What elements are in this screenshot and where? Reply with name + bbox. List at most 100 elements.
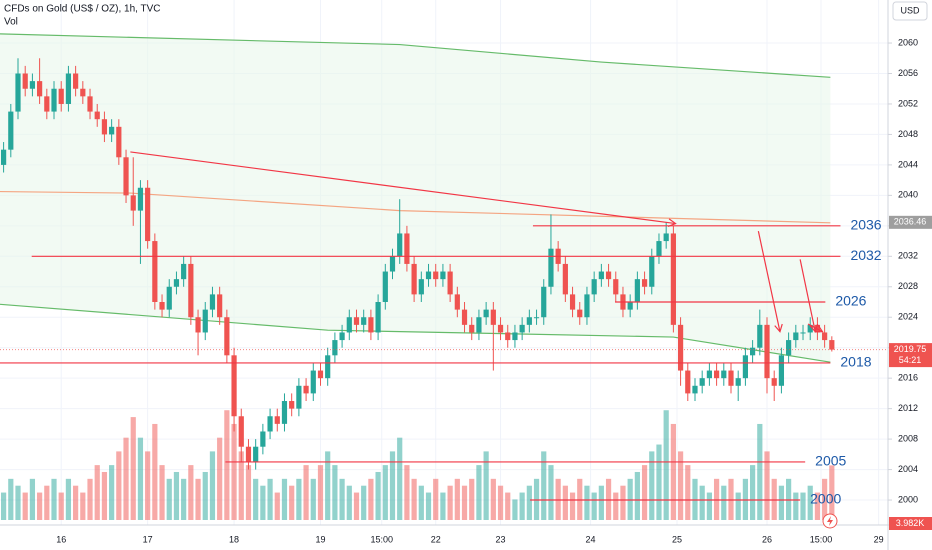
volume-bar	[260, 485, 266, 520]
volume-bar	[51, 478, 57, 520]
volume-bar	[130, 417, 136, 520]
candle-body	[382, 271, 388, 303]
candle-body	[497, 324, 504, 333]
candle-body	[706, 370, 712, 379]
level-label: 2005	[815, 453, 846, 469]
volume-bar	[512, 499, 518, 520]
volume-bar	[217, 437, 223, 520]
candle-body	[577, 309, 583, 318]
level-label: 2026	[835, 293, 866, 309]
volume-bar	[289, 485, 295, 520]
volume-bar	[418, 485, 424, 520]
candle-body	[742, 355, 749, 379]
volume-bar	[137, 437, 144, 520]
price-axis	[888, 0, 932, 550]
candle-body	[109, 126, 115, 135]
candle-body	[721, 370, 727, 379]
band-fill	[0, 33, 831, 363]
volume-bar	[562, 485, 568, 520]
candle-body	[541, 286, 547, 318]
overlay-line	[0, 33, 831, 78]
candle-body	[569, 294, 576, 310]
candle-body	[440, 271, 446, 280]
volume-bar	[101, 471, 108, 520]
candle-body	[339, 332, 345, 341]
volume-bar	[800, 492, 806, 520]
candle-body	[101, 119, 108, 135]
volume-bar	[577, 478, 583, 520]
candle-body	[325, 355, 331, 379]
volume-bar	[822, 478, 828, 520]
candle-body	[137, 187, 144, 211]
candle-body	[822, 332, 828, 341]
x-tick-label: 25	[672, 534, 682, 544]
volume-bar	[526, 485, 532, 520]
volume-bar	[440, 492, 446, 520]
candle-body	[281, 401, 288, 424]
volume-bar	[778, 485, 785, 520]
candle-body	[94, 111, 100, 120]
candle-body	[613, 279, 619, 295]
volume-tag	[889, 517, 932, 530]
candle-body	[80, 88, 86, 97]
volume-bar	[361, 485, 367, 520]
candle-body	[786, 340, 792, 356]
volume-bar	[569, 492, 576, 520]
volume-bar	[706, 492, 712, 520]
volume-bar	[454, 478, 460, 520]
volume-bar	[692, 478, 698, 520]
currency-button[interactable]	[892, 1, 928, 21]
volume-bar	[353, 492, 360, 520]
volume-bar	[73, 485, 79, 520]
volume-bar	[231, 423, 237, 520]
candle-body	[159, 302, 165, 310]
level-label: 2000	[810, 491, 841, 507]
x-tick-label: 19	[315, 534, 325, 544]
arrow-head	[667, 218, 677, 227]
candle-body	[217, 294, 223, 318]
candle-body	[181, 263, 187, 280]
volume-bar	[346, 485, 352, 520]
candle-body	[728, 370, 734, 386]
volume-bar	[447, 485, 453, 520]
volume-bar	[764, 451, 770, 520]
y-tick-label: 2060	[898, 37, 918, 47]
volume-bar	[389, 451, 396, 520]
volume-bar	[829, 465, 835, 520]
x-tick-label: 15:00	[810, 534, 833, 544]
candle-body	[29, 81, 36, 89]
volume-bar	[613, 492, 619, 520]
volume-bar	[548, 465, 554, 520]
x-tick-label: 23	[496, 534, 506, 544]
volume-bar	[274, 492, 280, 520]
candle-body	[37, 81, 43, 97]
candle-body	[238, 416, 244, 447]
volume-bar	[497, 485, 504, 520]
candle-body	[152, 241, 158, 303]
volume-bar	[584, 485, 590, 520]
candle-body	[289, 401, 295, 409]
volume-bar	[188, 465, 194, 520]
candle-body	[750, 347, 756, 356]
chart-title: CFDs on Gold (US$ / OZ), 1h, TVC	[4, 4, 161, 15]
candle-body	[469, 324, 475, 333]
candle-body	[224, 317, 230, 356]
volume-bar	[505, 492, 511, 520]
volume-bar	[541, 451, 547, 520]
volume-bar	[750, 465, 756, 520]
price-tag	[889, 215, 932, 229]
candle-body	[375, 302, 381, 333]
arrow-head	[774, 323, 783, 333]
candle-body	[649, 256, 655, 287]
candle-body	[548, 248, 554, 287]
candle-body	[519, 324, 525, 333]
candle-body	[317, 370, 324, 379]
candle-body	[332, 340, 338, 356]
volume-bar	[332, 465, 338, 520]
candle-body	[130, 195, 136, 211]
candle-body	[51, 88, 57, 112]
volume-bar	[109, 465, 115, 520]
candle-body	[735, 378, 741, 386]
candle-body	[145, 187, 151, 242]
